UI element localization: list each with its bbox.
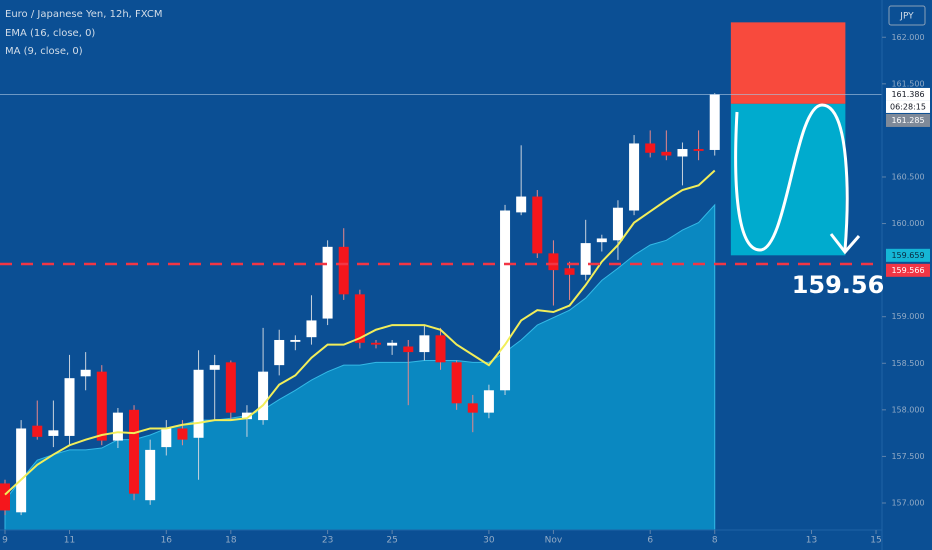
price-label-box bbox=[886, 113, 930, 127]
candle-body bbox=[451, 362, 462, 404]
indicator-line bbox=[4, 169, 716, 496]
plot-area bbox=[0, 22, 882, 531]
price-label: 159.566 bbox=[891, 266, 924, 275]
x-tick-label: 11 bbox=[64, 536, 75, 546]
x-tick-label: 9 bbox=[2, 536, 8, 546]
drawing-arrowhead bbox=[829, 233, 861, 255]
countdown: 06:28:15 bbox=[890, 102, 926, 111]
candle-body bbox=[16, 428, 27, 513]
candle-body bbox=[612, 207, 623, 241]
candle-body bbox=[564, 268, 575, 275]
candle-body bbox=[258, 371, 269, 421]
candle-body bbox=[0, 483, 11, 511]
y-tick-label: 159.000 bbox=[891, 312, 924, 321]
legend-entry: EMA (16, close, 0) bbox=[5, 28, 95, 39]
candle-body bbox=[290, 339, 301, 342]
stop-zone bbox=[730, 22, 846, 104]
candle-body bbox=[306, 320, 317, 338]
candle-body bbox=[661, 151, 672, 156]
candle-body bbox=[629, 143, 640, 211]
candle-body bbox=[48, 430, 59, 436]
candle-body bbox=[645, 143, 656, 153]
candle-body bbox=[419, 335, 430, 353]
candle-body bbox=[161, 428, 172, 448]
price-label-box bbox=[886, 248, 930, 262]
x-tick-label: 23 bbox=[322, 536, 333, 546]
candle-body bbox=[403, 346, 414, 353]
y-tick-label: 157.000 bbox=[891, 498, 924, 507]
candle-body bbox=[96, 371, 107, 441]
candle-body bbox=[322, 246, 333, 319]
x-tick-label: 16 bbox=[161, 536, 173, 546]
y-tick-label: 158.000 bbox=[891, 405, 924, 414]
drawing-curve bbox=[734, 103, 849, 252]
y-tick-label: 160.500 bbox=[891, 172, 924, 181]
candle-body bbox=[274, 339, 285, 366]
x-tick-label: Nov bbox=[545, 536, 563, 546]
candle-body bbox=[129, 409, 140, 494]
x-tick-label: 6 bbox=[647, 536, 653, 546]
price-label: 159.659 bbox=[891, 251, 924, 260]
candle-body bbox=[209, 365, 220, 370]
candle-body bbox=[677, 149, 688, 157]
indicator-area bbox=[4, 203, 716, 531]
candle-body bbox=[532, 196, 543, 254]
x-tick-label: 18 bbox=[225, 536, 237, 546]
price-label-box bbox=[886, 263, 930, 277]
candle-body bbox=[193, 369, 204, 438]
candle-body bbox=[596, 238, 607, 243]
price-label: 161.386 bbox=[891, 90, 924, 99]
x-tick-label: 30 bbox=[483, 536, 495, 546]
legend-entry: MA (9, close, 0) bbox=[5, 46, 83, 57]
y-tick-label: 162.000 bbox=[891, 33, 924, 42]
candle-body bbox=[516, 196, 527, 213]
candle-body bbox=[580, 243, 591, 275]
candle-body bbox=[177, 428, 188, 440]
candle-body bbox=[241, 412, 252, 420]
x-tick-label: 13 bbox=[806, 536, 817, 546]
price-label: 161.285 bbox=[891, 116, 924, 125]
candle-body bbox=[500, 210, 511, 391]
target-zone bbox=[730, 103, 846, 256]
candle-body bbox=[338, 246, 349, 295]
candle-body bbox=[548, 253, 559, 271]
candle-body bbox=[709, 94, 720, 150]
currency-label[interactable]: JPY bbox=[899, 12, 914, 22]
candle-body bbox=[483, 390, 494, 413]
x-tick-label: 8 bbox=[712, 536, 718, 546]
candle-body bbox=[64, 378, 75, 436]
candle-body bbox=[370, 342, 381, 345]
candle-body bbox=[467, 403, 478, 413]
x-tick-label: 15 bbox=[870, 536, 881, 546]
target-annotation: 159.56 bbox=[792, 271, 885, 299]
y-tick-label: 161.500 bbox=[891, 79, 924, 88]
x-tick-label: 25 bbox=[386, 536, 397, 546]
candle-body bbox=[145, 449, 156, 501]
candle-body bbox=[435, 335, 446, 363]
price-label-box bbox=[886, 87, 930, 101]
chart-title: Euro / Japanese Yen, 12h, FXCM bbox=[5, 9, 163, 20]
candle-body bbox=[387, 342, 398, 346]
candle-body bbox=[354, 294, 365, 343]
y-tick-label: 157.500 bbox=[891, 452, 924, 461]
candle-body bbox=[693, 149, 704, 151]
candle-body bbox=[32, 425, 43, 437]
y-tick-label: 160.000 bbox=[891, 219, 924, 228]
countdown-box bbox=[886, 100, 930, 113]
currency-box[interactable] bbox=[888, 5, 926, 26]
y-tick-label: 158.500 bbox=[891, 359, 924, 368]
candle-body bbox=[225, 362, 236, 413]
candle-body bbox=[112, 412, 123, 441]
candle-body bbox=[80, 369, 91, 377]
